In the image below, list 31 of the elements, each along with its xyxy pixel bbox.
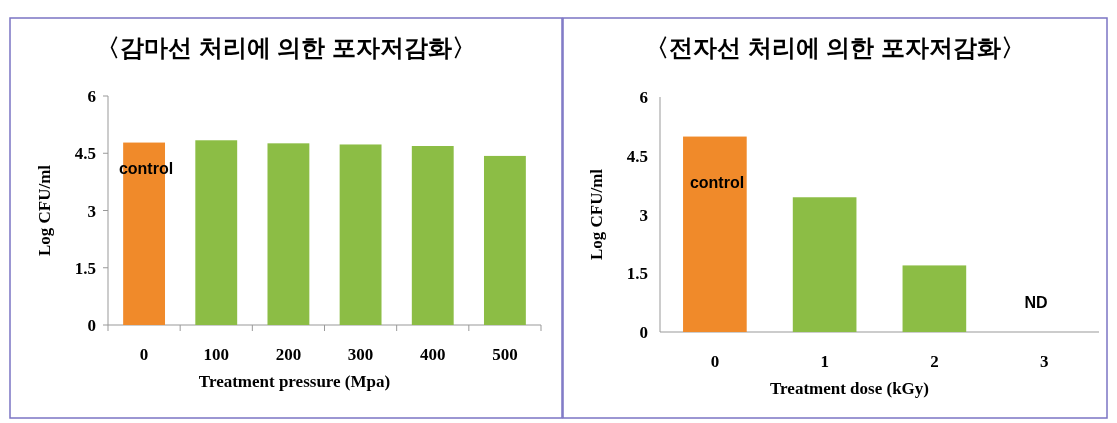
x-tick-label: 0 [139,345,149,364]
y-tick-label: 6 [639,88,648,107]
y-tick-label: 6 [87,87,96,106]
x-tick-label: 2 [930,352,939,371]
y-axis-title: Log CFU/ml [587,168,606,261]
x-tick-label: 3 [1039,352,1049,371]
y-tick-label: 3 [87,201,96,221]
y-tick-label: 4.5 [626,146,648,166]
x-tick-label: 300 [347,345,374,364]
x-tick-label: 500 [492,345,518,364]
annotation: control [689,174,745,191]
x-tick-label: 200 [275,345,302,364]
bar [792,197,857,332]
y-tick-label: 0 [639,323,648,342]
y-tick-label: 4.5 [74,144,96,164]
y-tick-label: 3 [639,205,648,225]
annotation: ND [1024,294,1048,311]
y-tick-label: 1.5 [74,258,96,278]
y-tick-label: 1.5 [626,264,648,284]
x-tick-label: 400 [420,345,446,364]
bar [902,265,967,332]
chart-title: 〈감마선 처리에 의한 포자저감화〉 [95,34,477,61]
x-axis-title: Treatment pressure (Mpa) [198,372,391,391]
y-tick-label: 0 [87,316,96,335]
x-axis-title: Treatment dose (kGy) [770,379,929,398]
x-tick-label: 100 [203,345,229,364]
x-tick-label: 0 [710,352,720,371]
x-tick-label: 1 [820,352,829,371]
chart-title: 〈전자선 처리에 의한 포자저감화〉 [644,34,1026,61]
bar [683,136,747,332]
y-axis-title: Log CFU/ml [35,164,54,257]
